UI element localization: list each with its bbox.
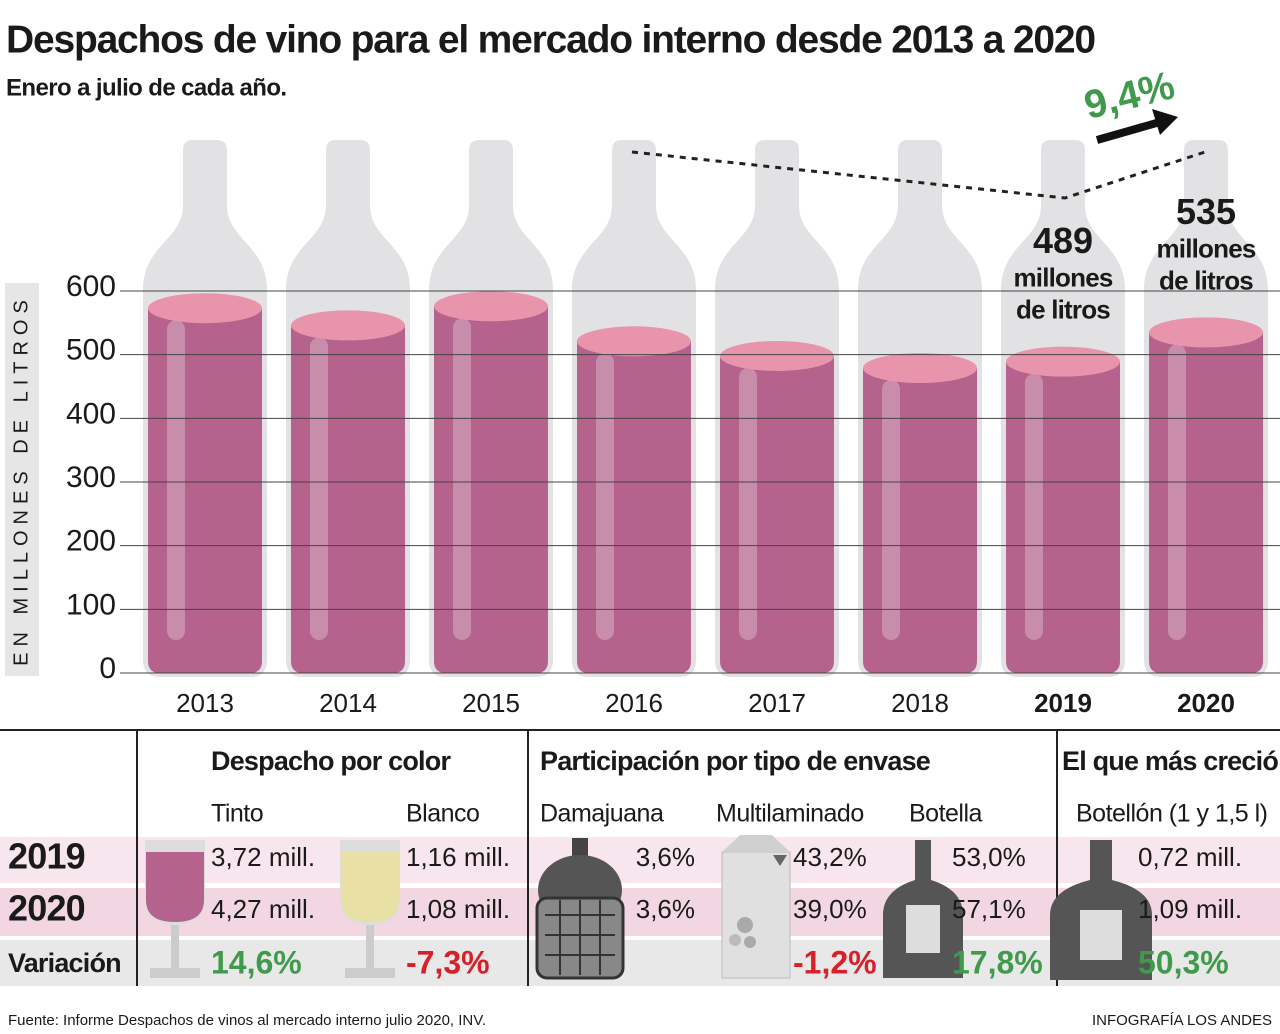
- table-cell: 50,3%: [1138, 944, 1229, 980]
- bar-top: [720, 340, 834, 371]
- bar: [577, 341, 691, 673]
- table-cell: 43,2%: [793, 842, 867, 872]
- column-header: Blanco: [406, 800, 479, 828]
- y-label-box: [5, 283, 39, 676]
- bar-highlight: [310, 337, 328, 640]
- subtitle: Enero a julio de cada año.: [6, 74, 286, 101]
- x-tick-label: 2013: [176, 688, 234, 718]
- bar-top: [863, 353, 977, 384]
- trend-arrowhead: [1152, 109, 1178, 135]
- bar-highlight: [1168, 344, 1186, 640]
- table-cell: 1,16 mill.: [406, 842, 510, 872]
- bar: [434, 306, 548, 673]
- table-cell: -7,3%: [406, 944, 490, 980]
- table-cell: 57,1%: [952, 894, 1026, 924]
- title: Despachos de vino para el mercado intern…: [6, 18, 1095, 61]
- row-label: 2020: [8, 888, 85, 929]
- table-cell: 14,6%: [211, 944, 302, 980]
- red-wine-glass-icon: [145, 840, 205, 978]
- bar-top: [434, 291, 548, 322]
- table-cell: 1,08 mill.: [406, 894, 510, 924]
- group-header: Despacho por color: [211, 746, 451, 776]
- x-tick-label: 2015: [462, 688, 520, 718]
- y-tick-label: 400: [66, 397, 116, 430]
- bar-top: [1006, 346, 1120, 377]
- table-cell: 17,8%: [952, 944, 1043, 980]
- table-cell: 39,0%: [793, 894, 867, 924]
- column-header: Botella: [909, 800, 983, 828]
- column-header: Multilaminado: [716, 800, 864, 828]
- botellon-icon: [1050, 840, 1152, 980]
- group-header: Participación por tipo de envase: [540, 746, 931, 776]
- table-cell: -1,2%: [793, 944, 877, 980]
- data-label: 535: [1176, 191, 1236, 232]
- bar-highlight: [453, 318, 471, 640]
- table-cell: 3,6%: [636, 842, 695, 872]
- y-tick-label: 500: [66, 334, 116, 367]
- table-cell: 3,6%: [636, 894, 695, 924]
- bar: [1149, 332, 1263, 673]
- x-tick-label: 2019: [1034, 688, 1092, 718]
- table-cell: 4,27 mill.: [211, 894, 315, 924]
- group-header: El que más creció: [1062, 746, 1278, 776]
- bar: [863, 368, 977, 673]
- x-tick-label: 2014: [319, 688, 377, 718]
- table-cell: 53,0%: [952, 842, 1026, 872]
- data-label: 489: [1033, 220, 1093, 261]
- damajuana-icon: [535, 838, 625, 980]
- y-tick-label: 200: [66, 525, 116, 558]
- bar-top: [148, 293, 262, 324]
- bar-highlight: [739, 367, 757, 640]
- bar: [148, 308, 262, 673]
- bar: [291, 325, 405, 673]
- x-tick-label: 2017: [748, 688, 806, 718]
- y-tick-label: 0: [99, 652, 116, 685]
- white-wine-glass-icon: [340, 840, 400, 978]
- bar-top: [291, 310, 405, 341]
- multilaminado-icon: [721, 835, 791, 979]
- bottle-icon: [883, 840, 963, 978]
- row-band: [0, 837, 1280, 883]
- trend-line: [631, 150, 1206, 200]
- unit-label: millones de litros: [1156, 233, 1255, 295]
- y-tick-label: 100: [66, 588, 116, 621]
- table-cell: 1,09 mill.: [1138, 894, 1242, 924]
- bar-highlight: [167, 320, 185, 640]
- unit-label: millones de litros: [1013, 263, 1112, 325]
- column-header: Damajuana: [540, 800, 664, 828]
- y-tick-label: 600: [66, 270, 116, 303]
- bar-highlight: [882, 380, 900, 640]
- table-cell: 3,72 mill.: [211, 842, 315, 872]
- source: Fuente: Informe Despachos de vinos al me…: [8, 1012, 486, 1029]
- trend-arrow: [1095, 118, 1162, 144]
- x-tick-label: 2020: [1177, 688, 1235, 718]
- credit: INFOGRAFÍA LOS ANDES: [1092, 1012, 1272, 1029]
- bar-top: [1149, 317, 1263, 348]
- bar: [1006, 361, 1120, 673]
- y-tick-label: 300: [66, 461, 116, 494]
- row-label: Variación: [8, 948, 121, 978]
- x-tick-label: 2018: [891, 688, 949, 718]
- bar-highlight: [596, 353, 614, 640]
- x-tick-label: 2016: [605, 688, 663, 718]
- column-header: Botellón (1 y 1,5 l): [1076, 800, 1268, 828]
- table: Despacho por color Participación por tipo…: [8, 746, 1279, 980]
- bar: [720, 355, 834, 673]
- bar-highlight: [1025, 373, 1043, 640]
- bar-top: [577, 326, 691, 357]
- column-header: Tinto: [211, 800, 263, 828]
- row-label: 2019: [8, 836, 85, 877]
- y-axis-label: EN MILLONES DE LITROS: [10, 294, 32, 666]
- table-cell: 0,72 mill.: [1138, 842, 1242, 872]
